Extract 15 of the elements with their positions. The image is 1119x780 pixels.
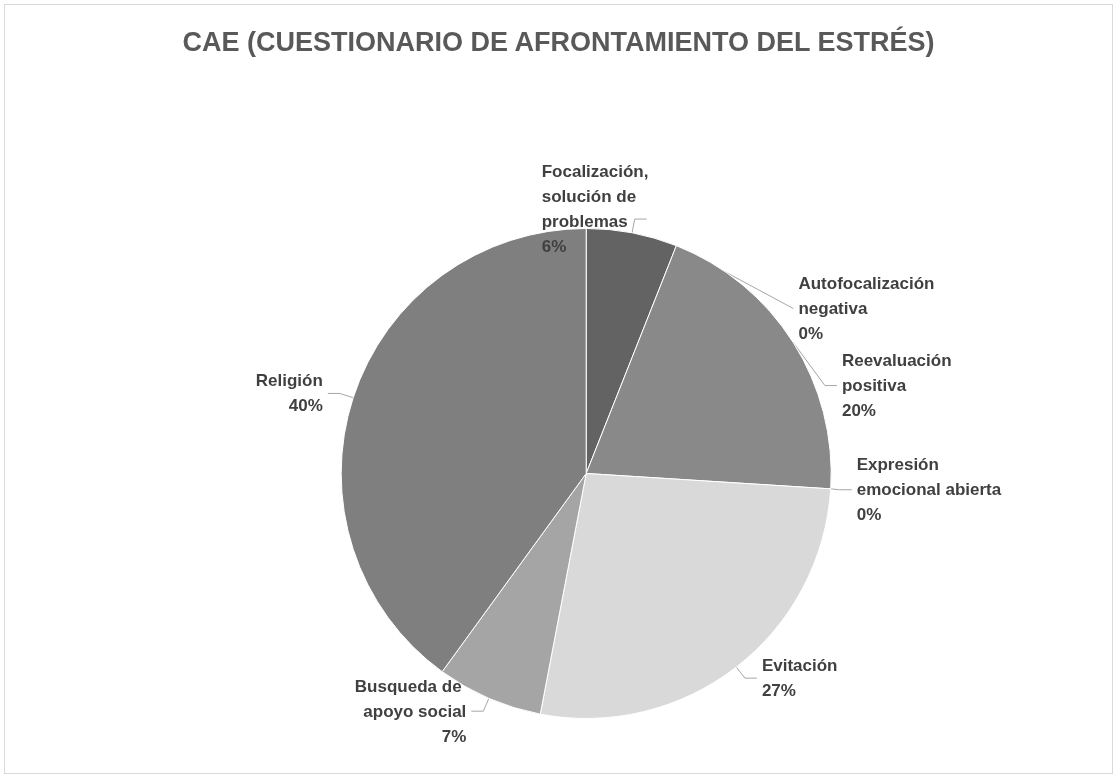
data-label: 27% [761, 681, 796, 701]
data-label: 7% [441, 726, 467, 746]
data-label: 6% [541, 237, 567, 257]
category-label: Expresión emocional abierta [856, 455, 1002, 500]
slice-label: Focalización, solución de problemas [541, 162, 654, 232]
text: 0% [856, 505, 882, 525]
category-label: Autofocalización negativa [798, 274, 935, 319]
slice-label: Religión [255, 371, 323, 391]
slice-label: Reevaluación positiva [841, 351, 957, 396]
data-label: 20% [841, 401, 876, 421]
slice-label: Busqueda de apoyo social [354, 676, 467, 721]
text: 0% [798, 324, 823, 344]
chart-title: CAE (CUESTIONARIO DE AFRONTAMIENTO DEL ESTRÉS) [182, 25, 935, 57]
data-label: 40% [288, 396, 323, 416]
slice-label: Evitación [761, 656, 838, 676]
